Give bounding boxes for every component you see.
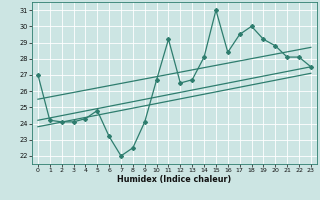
X-axis label: Humidex (Indice chaleur): Humidex (Indice chaleur): [117, 175, 232, 184]
